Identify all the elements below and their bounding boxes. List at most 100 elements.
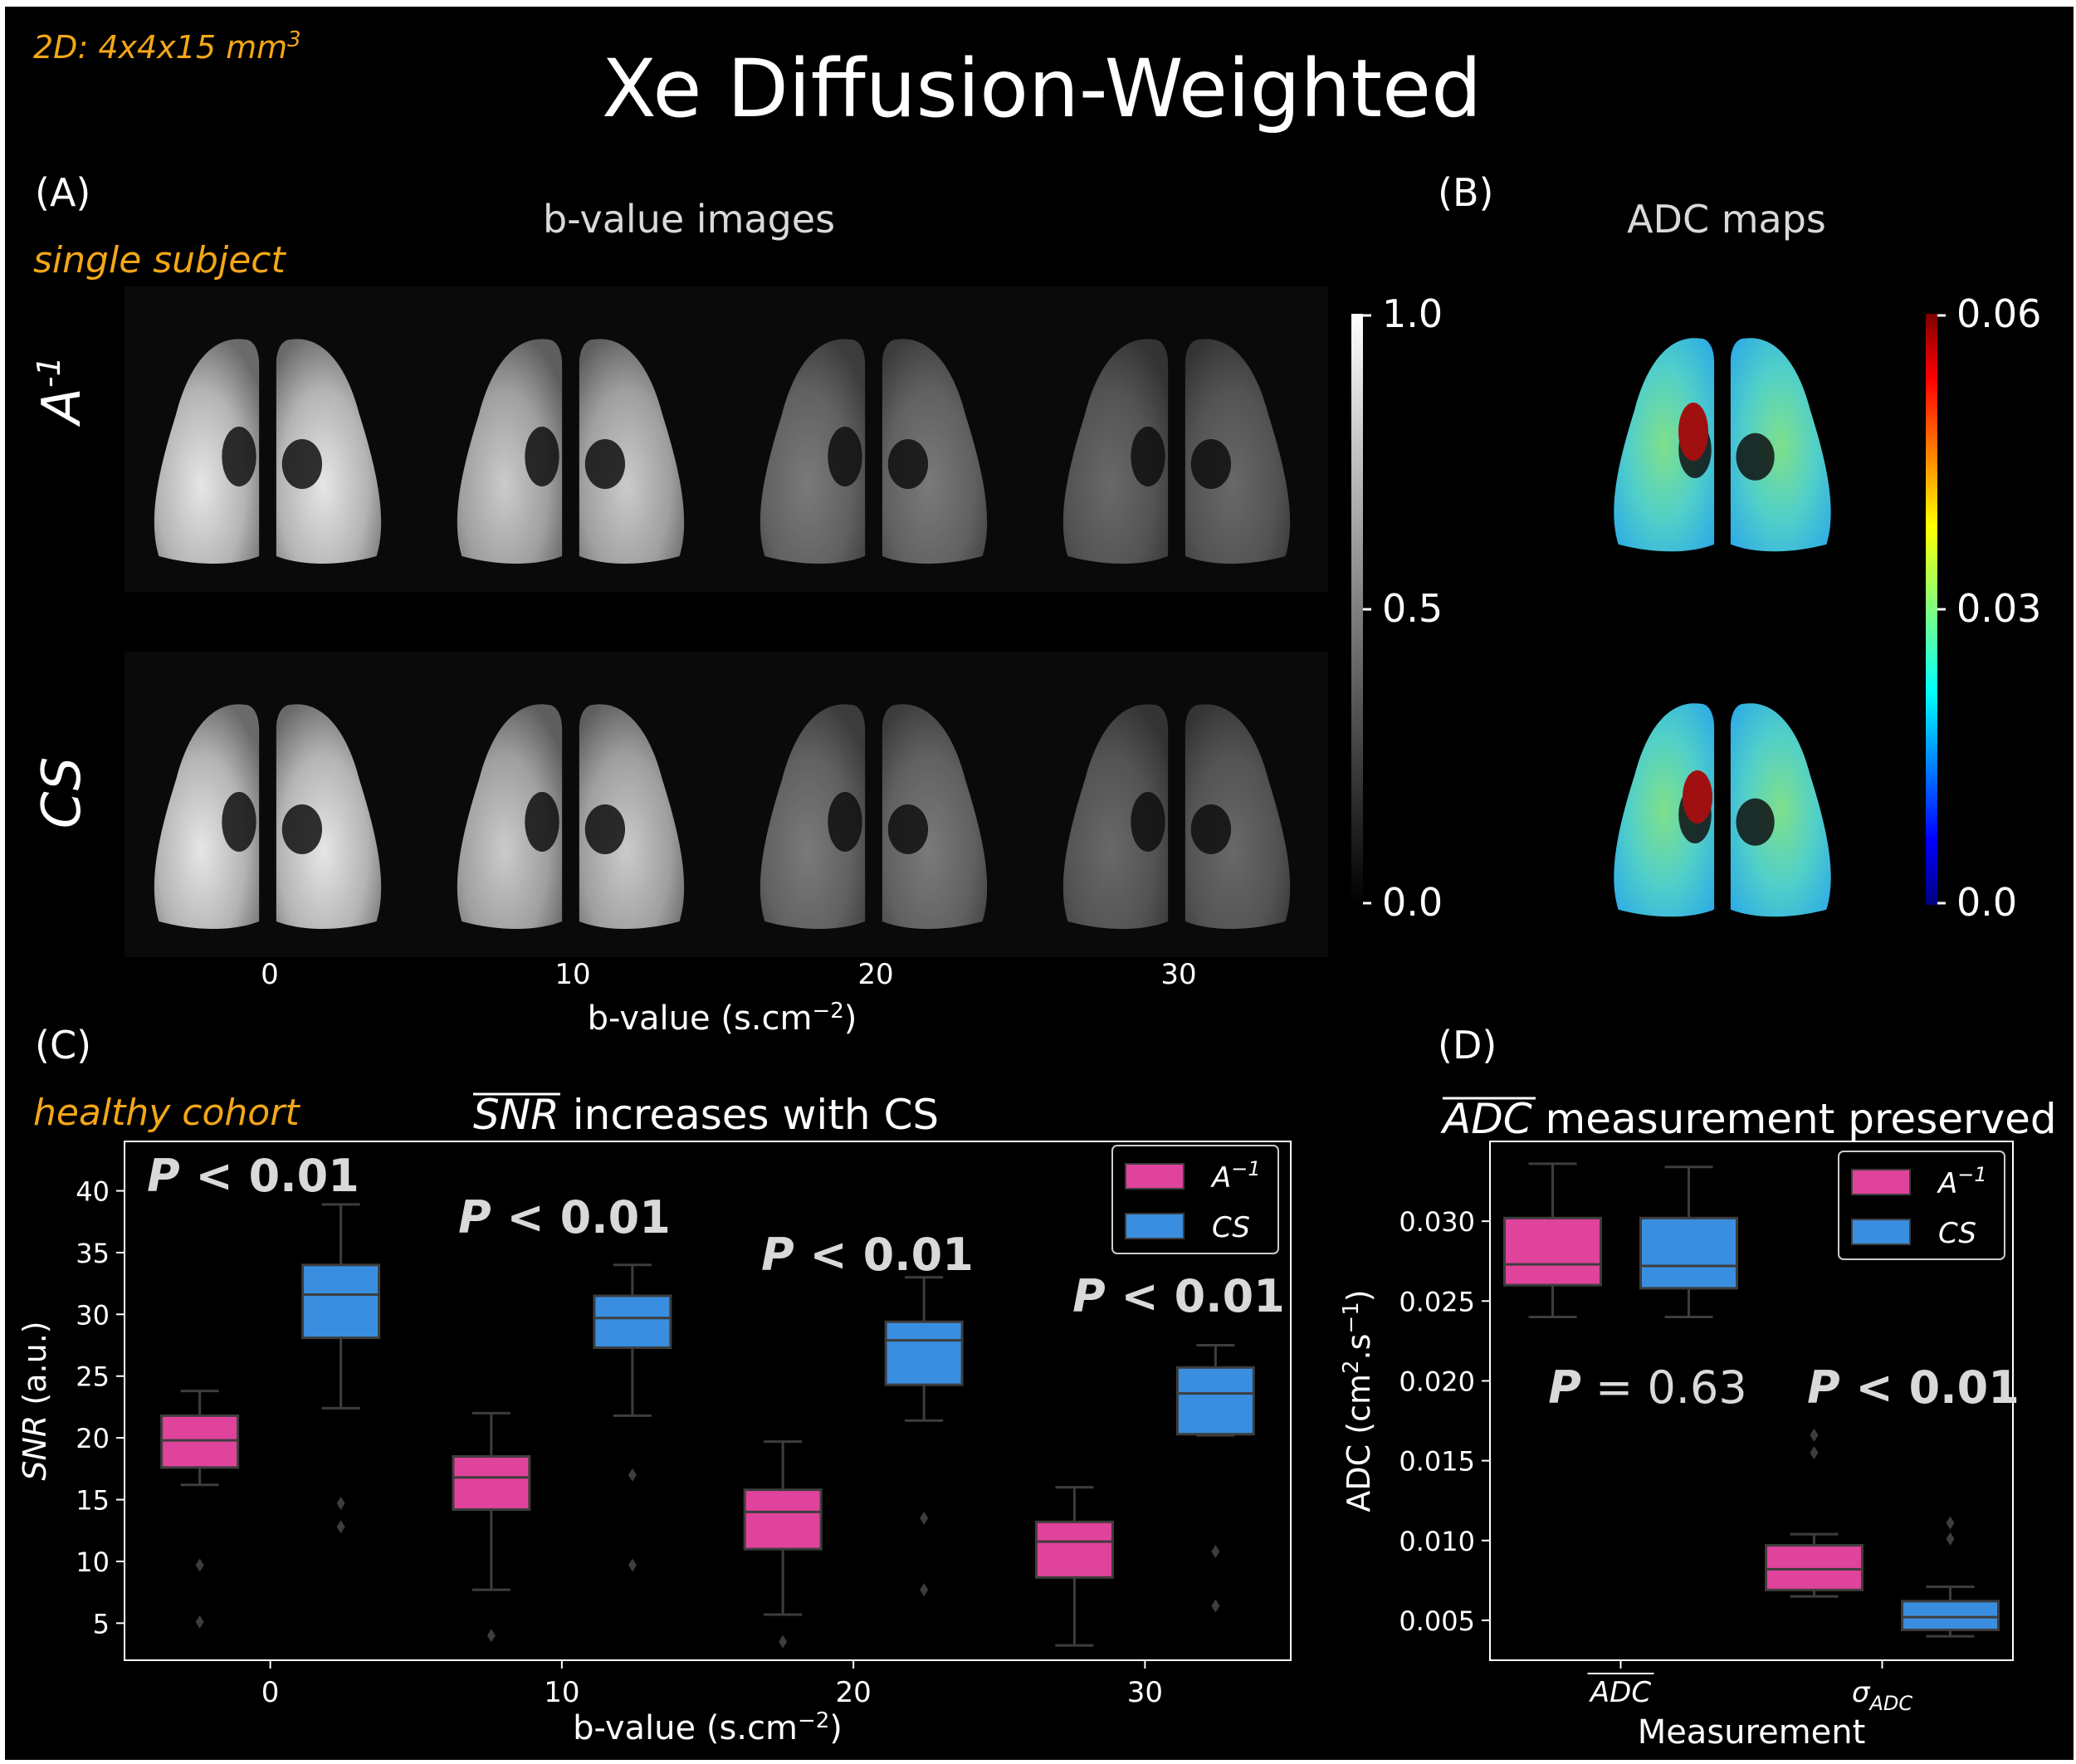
hilum-left	[1131, 427, 1165, 486]
xtick-label: ADC	[1589, 1676, 1651, 1709]
panel-a-subject-note: single subject	[33, 239, 286, 281]
lung-image-a-inverse-2	[760, 339, 988, 564]
outlier	[628, 1558, 637, 1572]
airway-high-adc-a	[1678, 403, 1708, 461]
right-lung	[579, 704, 685, 929]
box-a-3	[1034, 1486, 1114, 1647]
panel-c-cohort-note: healthy cohort	[33, 1092, 300, 1134]
hilum-left	[1131, 792, 1165, 852]
p-value-annotation: P < 0.01	[1072, 1270, 1285, 1322]
xtick-label: 0	[261, 1676, 280, 1709]
acquisition-note: 2D: 4x4x15 mm3	[33, 27, 301, 66]
lung-image-cs-2	[760, 704, 988, 929]
box-a-1	[1765, 1428, 1864, 1598]
adc-colorbar-tick-003: 0.03	[1956, 586, 2041, 631]
figure-title: Xe Diffusion-Weighted	[602, 42, 1482, 135]
panel-a-xtick-30: 30	[1160, 958, 1196, 991]
ytick-label: 20	[76, 1423, 110, 1454]
right-lung	[882, 339, 988, 564]
ytick-label: 30	[76, 1299, 110, 1331]
outlier	[195, 1615, 204, 1629]
left-lung	[457, 339, 563, 564]
hilum-left	[222, 427, 256, 486]
chart-title: SNR increases with CS	[473, 1091, 939, 1139]
box-body	[743, 1488, 823, 1551]
ytick-label: 0.030	[1399, 1206, 1475, 1238]
left-lung	[154, 704, 260, 929]
xtick-label: 10	[544, 1676, 579, 1709]
panel-a-letter: (A)	[35, 170, 90, 215]
p-value-annotation: P < 0.01	[458, 1191, 671, 1244]
ytick-label: 0.010	[1399, 1526, 1475, 1557]
x-axis-label: b-value (s.cm−2)	[573, 1708, 843, 1747]
right-lung	[579, 339, 685, 564]
box-body	[1639, 1216, 1738, 1290]
right-lung	[1730, 703, 1831, 917]
hilum-right	[1736, 432, 1775, 481]
box-cs-2	[884, 1276, 964, 1597]
right-lung	[882, 704, 988, 929]
hilum-right	[584, 439, 626, 489]
hilum-right	[584, 804, 626, 854]
plot-frame	[1489, 1141, 2014, 1661]
xtick-label: 30	[1127, 1676, 1163, 1709]
lung-image-a-inverse-1	[457, 339, 685, 564]
lung-image-cs-3	[1062, 704, 1291, 929]
panel-a-subtitle: b-value images	[543, 197, 835, 242]
lung-image-cs-1	[457, 704, 685, 929]
legend-label: A−1	[1210, 1157, 1261, 1195]
lung-image-a-inverse-0	[154, 339, 382, 564]
p-value-annotation: P = 0.63	[1548, 1361, 1746, 1414]
panel-b-letter: (B)	[1438, 170, 1493, 215]
ytick-label: 40	[76, 1176, 110, 1208]
left-lung	[1614, 703, 1715, 917]
adc-maps	[1614, 338, 1831, 917]
hilum-right	[281, 439, 323, 489]
row-label-cs: CS	[32, 757, 93, 829]
legend-label: CS	[1938, 1217, 1976, 1250]
outlier	[336, 1520, 345, 1534]
grayscale-colorbar	[1351, 314, 1363, 905]
left-lung	[154, 339, 260, 564]
hilum-left	[828, 427, 862, 486]
gray-colorbar-tick-1: 1.0	[1382, 291, 1443, 336]
lung-images-a-inverse	[154, 339, 1291, 564]
outlier	[920, 1511, 929, 1525]
ytick-label: 0.020	[1399, 1366, 1475, 1397]
panel-a-xtick-10: 10	[554, 958, 590, 991]
legend: A−1 CS	[1111, 1145, 1279, 1254]
box-body	[452, 1454, 531, 1511]
box-a-2	[743, 1440, 823, 1649]
ytick-label: 10	[76, 1547, 110, 1578]
left-lung	[760, 704, 866, 929]
hilum-right	[281, 804, 323, 854]
hilum-right	[887, 804, 929, 854]
right-lung	[1730, 338, 1831, 552]
outlier	[486, 1629, 496, 1643]
legend: A−1 CS	[1838, 1151, 2005, 1260]
hilum-left	[525, 792, 559, 852]
box-body	[1503, 1216, 1602, 1287]
legend-swatch	[1125, 1213, 1185, 1239]
outlier	[1810, 1446, 1819, 1459]
panel-b-subtitle: ADC maps	[1627, 197, 1826, 242]
box-body	[593, 1294, 672, 1350]
panel-a-xtick-0: 0	[261, 958, 279, 991]
box-cs-1	[593, 1263, 672, 1572]
box-a-0	[1503, 1162, 1602, 1319]
right-lung	[1185, 339, 1291, 564]
adc-colorbar-tick-0: 0.0	[1956, 880, 2017, 925]
p-value-annotation: P < 0.01	[761, 1229, 974, 1281]
outlier	[336, 1497, 345, 1511]
box-body	[1034, 1520, 1114, 1579]
airway-high-adc-cs	[1683, 770, 1712, 823]
right-lung	[276, 339, 382, 564]
legend-swatch	[1125, 1163, 1185, 1190]
outlier	[779, 1635, 788, 1649]
gray-colorbar-tick-0: 0.0	[1382, 880, 1443, 925]
x-axis-label: Measurement	[1638, 1713, 1866, 1752]
right-lung	[1185, 704, 1291, 929]
outlier	[1211, 1599, 1220, 1613]
